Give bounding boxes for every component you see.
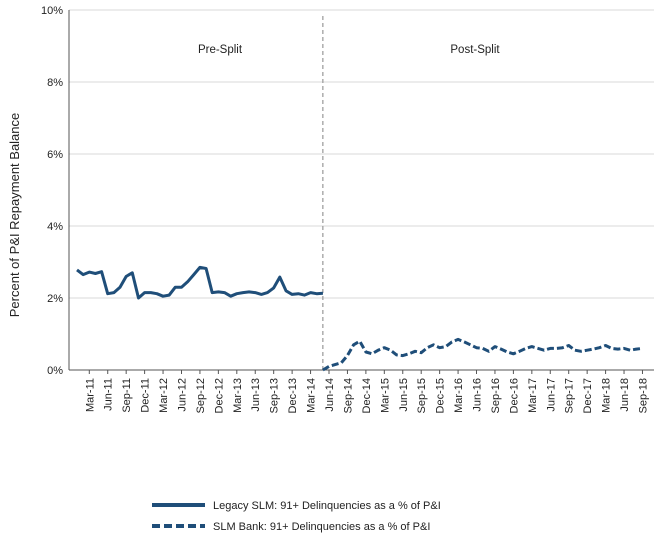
y-tick-label: 2% <box>47 293 63 305</box>
x-tick-label: Sep-11 <box>121 378 133 413</box>
x-tick-label: Sep-18 <box>637 378 649 413</box>
legend-label-legacy: Legacy SLM: 91+ Delinquencies as a % of … <box>213 500 441 512</box>
y-tick-label: 8% <box>47 77 63 89</box>
y-tick-label: 0% <box>47 365 63 377</box>
y-tick-label: 10% <box>41 5 63 17</box>
series-line-slm-bank <box>322 337 643 372</box>
x-tick-label: Mar-15 <box>379 378 391 413</box>
y-axis-label: Percent of P&I Repayment Balance <box>7 113 22 318</box>
x-tick-label: Mar-13 <box>232 378 244 413</box>
x-tick-label: Dec-13 <box>287 378 299 413</box>
x-tick-label: Sep-12 <box>195 378 207 413</box>
x-tick-label: Mar-11 <box>84 378 96 412</box>
x-tick-label: Dec-11 <box>140 378 152 413</box>
x-tick-label: Mar-14 <box>306 378 318 413</box>
x-tick-label: Jun-14 <box>324 378 336 412</box>
annotation-pre-split: Pre-Split <box>198 44 243 56</box>
legend-label-bank: SLM Bank: 91+ Delinquencies as a % of P&… <box>213 521 430 533</box>
y-tick-label: 6% <box>47 149 63 161</box>
gridlines <box>69 9 654 299</box>
x-tick-label: Sep-17 <box>564 378 576 413</box>
x-tick-label: Sep-14 <box>342 378 354 413</box>
x-tick-label: Sep-13 <box>269 378 281 413</box>
x-tick-label: Sep-16 <box>490 378 502 413</box>
series-lines <box>76 265 643 372</box>
x-tick-label: Mar-18 <box>601 378 613 413</box>
x-tick-label: Jun-16 <box>472 378 484 412</box>
x-tick-label: Mar-12 <box>158 378 170 413</box>
x-tick-labels: Mar-11 Jun-11 Sep-11 Dec-11 Mar-12 Jun-12 Sep-… <box>84 370 649 413</box>
x-tick-label: Jun-18 <box>619 378 631 412</box>
x-tick-label: Dec-15 <box>435 378 447 413</box>
x-tick-label: Dec-12 <box>213 378 225 413</box>
annotation-post-split: Post-Split <box>450 44 500 56</box>
x-tick-label: Mar-16 <box>453 378 465 413</box>
y-tick-labels: 0% 2% 4% 6% 8% 10% <box>41 5 63 377</box>
x-tick-label: Sep-15 <box>416 378 428 413</box>
x-tick-label: Dec-16 <box>508 378 520 413</box>
x-tick-label: Jun-11 <box>103 378 115 411</box>
x-tick-label: Jun-15 <box>398 378 410 412</box>
axes <box>68 10 654 371</box>
x-tick-label: Jun-17 <box>545 378 557 412</box>
y-tick-label: 4% <box>47 221 63 233</box>
x-tick-label: Mar-17 <box>527 378 539 413</box>
x-tick-label: Dec-14 <box>361 378 373 413</box>
series-line-legacy-slm <box>76 265 323 300</box>
x-tick-label: Dec-17 <box>582 378 594 413</box>
legend: Legacy SLM: 91+ Delinquencies as a % of … <box>152 500 441 533</box>
x-tick-label: Jun-13 <box>250 378 262 412</box>
x-tick-label: Jun-12 <box>176 378 188 412</box>
